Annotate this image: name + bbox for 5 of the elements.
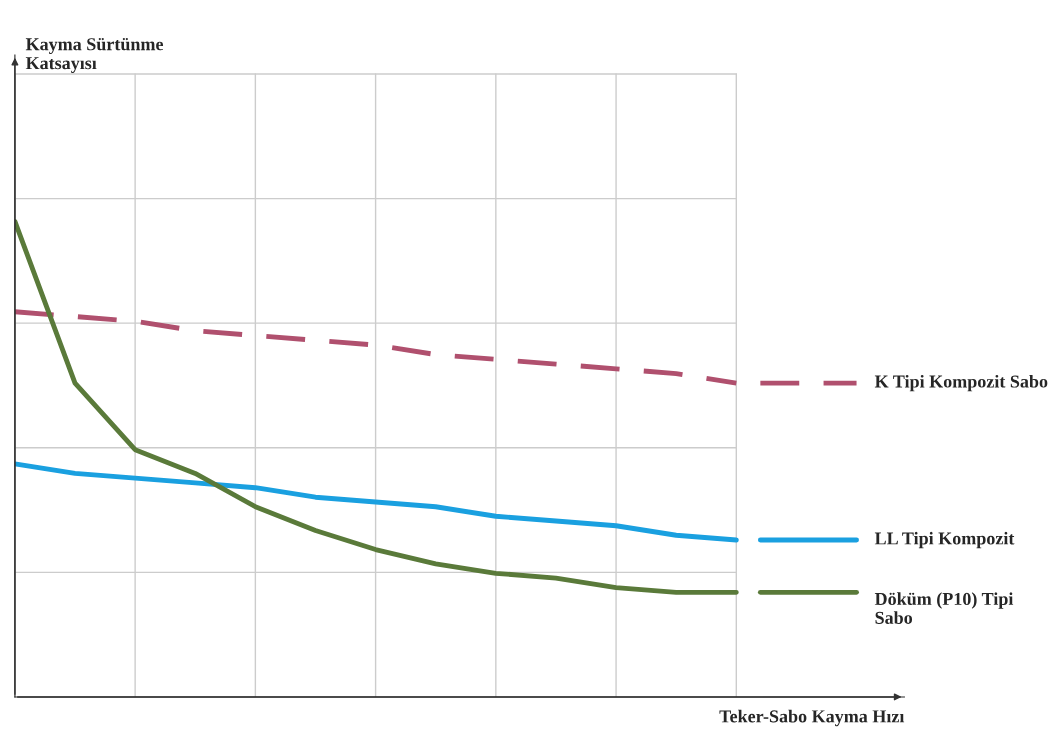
text: K Tipi Kompozit Sabo: [874, 374, 1048, 392]
x-axis-title: Teker-Sabo Kayma Hızı: [719, 709, 905, 727]
text: Kayma Sürtünme Katsayısı: [25, 38, 164, 73]
text: LL Tipi Kompozit: [874, 531, 1015, 549]
text: Döküm (P10) Tipi Sabo: [874, 592, 1014, 624]
